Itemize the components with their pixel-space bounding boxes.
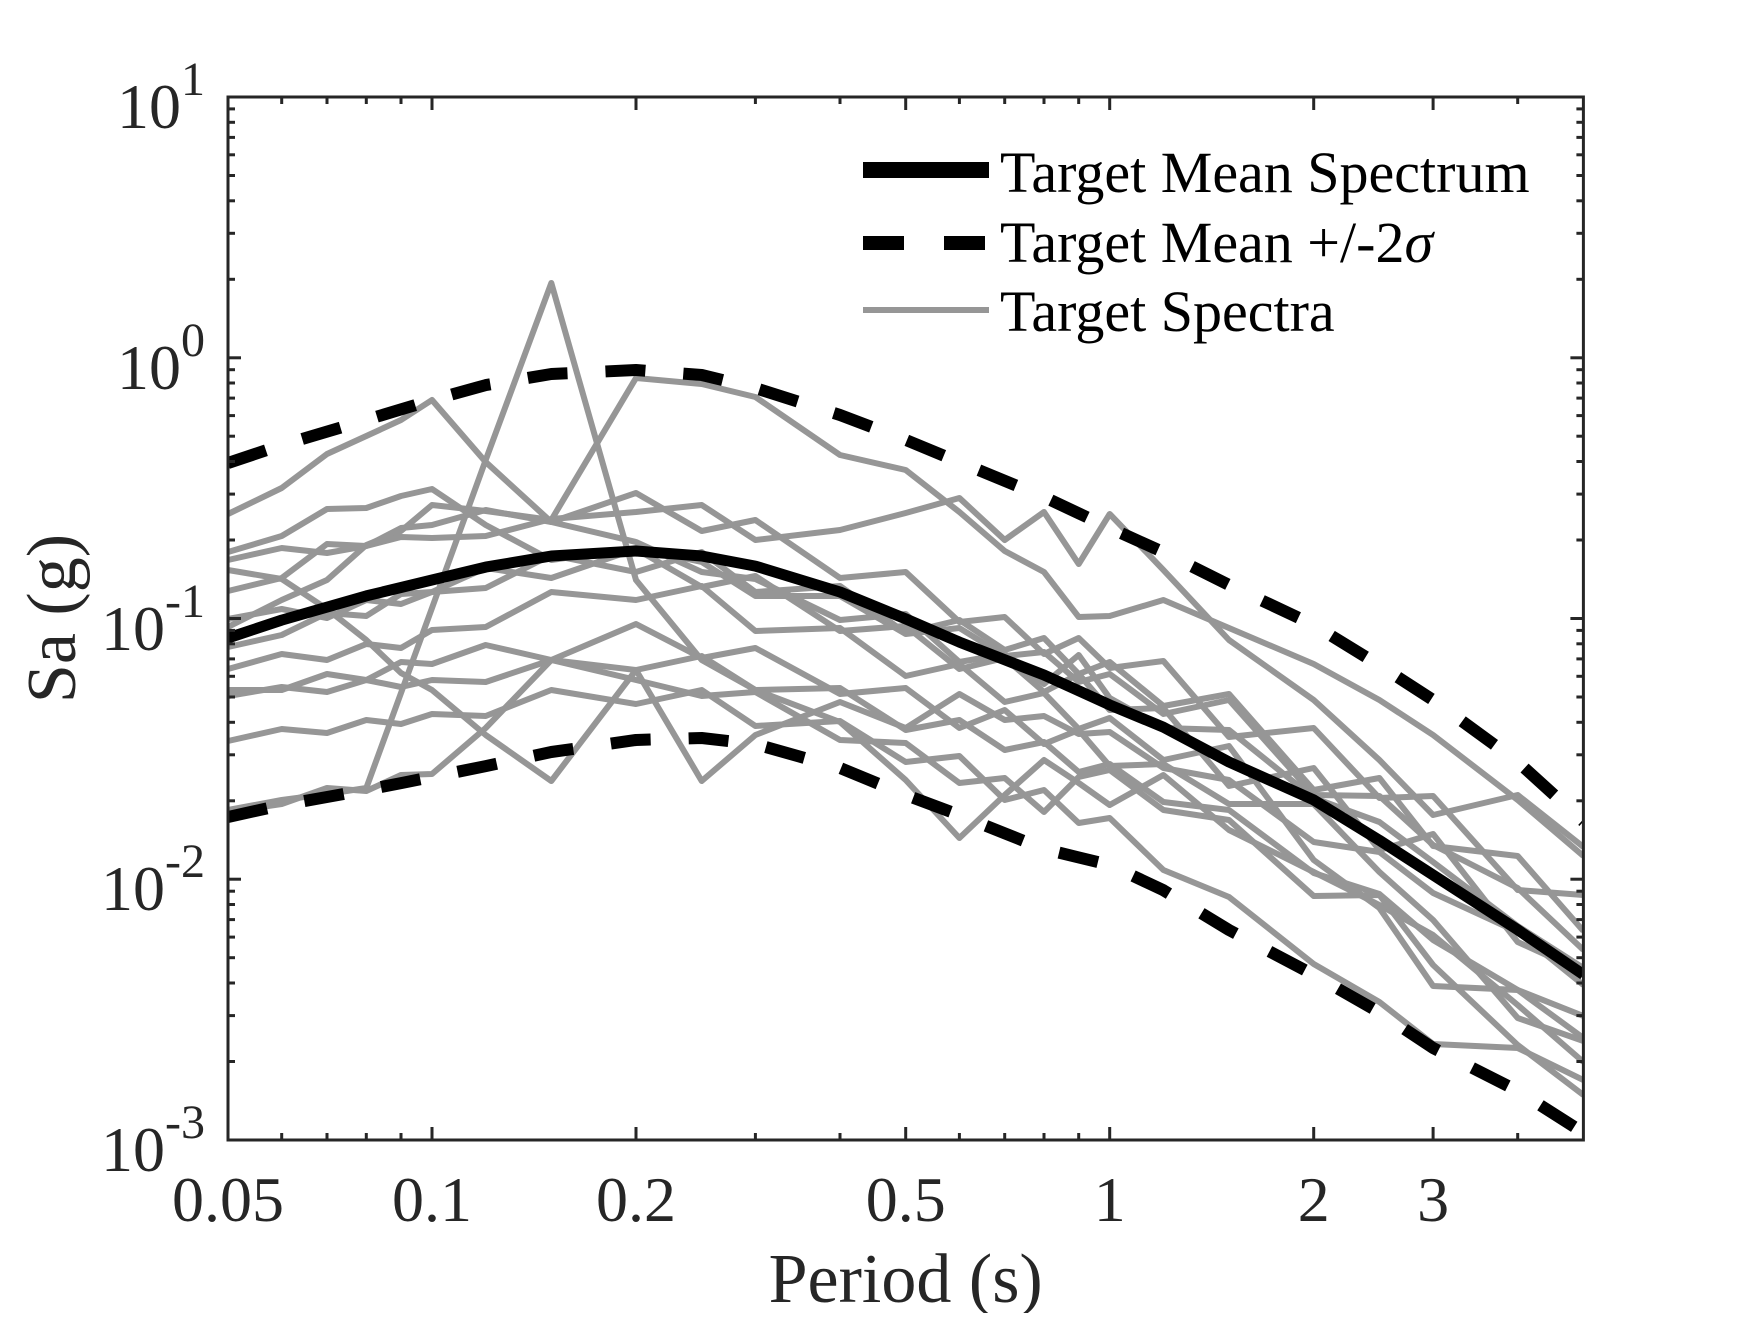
svg-text:Sa (g): Sa (g): [14, 534, 91, 703]
svg-text:2: 2: [1298, 1164, 1330, 1235]
svg-text:0.2: 0.2: [596, 1164, 676, 1235]
svg-text:0.05: 0.05: [172, 1164, 284, 1235]
svg-text:Target Spectra: Target Spectra: [1000, 279, 1335, 344]
svg-text:0.1: 0.1: [392, 1164, 472, 1235]
svg-text:1: 1: [1094, 1164, 1126, 1235]
svg-text:0.5: 0.5: [866, 1164, 946, 1235]
svg-text:Target Mean Spectrum: Target Mean Spectrum: [1000, 140, 1530, 205]
svg-text:3: 3: [1417, 1164, 1449, 1235]
svg-text:Target Mean +/-2σ: Target Mean +/-2σ: [1000, 210, 1435, 275]
svg-text:Period (s): Period (s): [769, 1241, 1043, 1313]
